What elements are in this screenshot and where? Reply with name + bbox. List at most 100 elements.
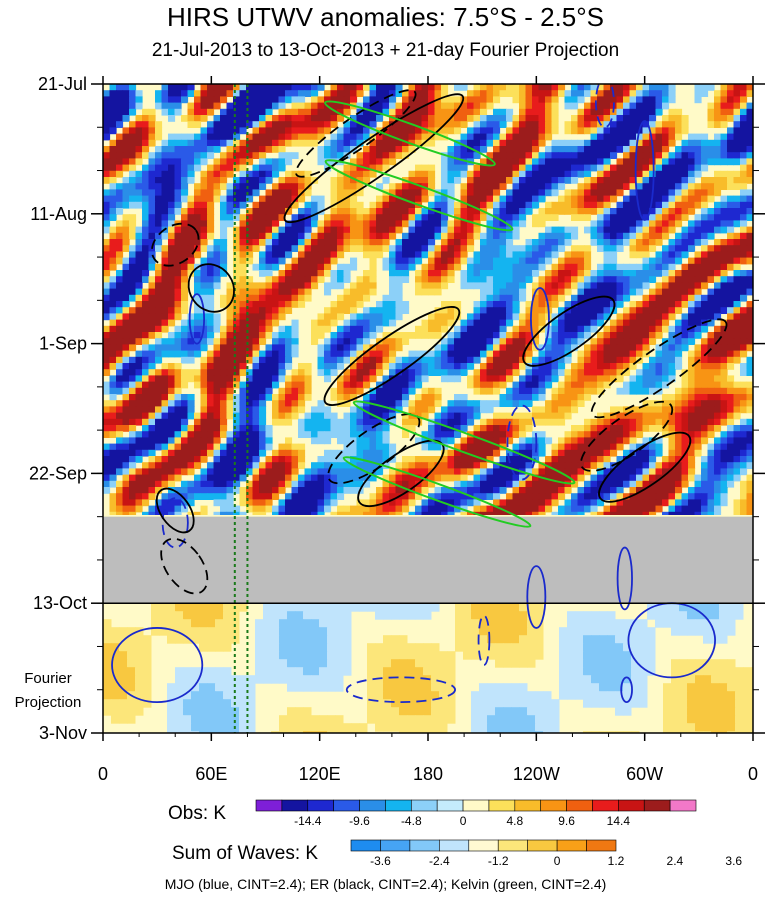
obs-cell bbox=[720, 102, 728, 110]
obs-cell bbox=[519, 220, 527, 228]
obs-cell bbox=[727, 332, 735, 339]
obs-cell bbox=[428, 319, 436, 327]
obs-cell bbox=[480, 270, 488, 277]
obs-cell bbox=[135, 394, 143, 401]
obs-cell bbox=[168, 90, 176, 97]
obs-cell bbox=[597, 189, 605, 197]
obs-cell bbox=[168, 189, 176, 197]
obs-cell bbox=[623, 127, 631, 135]
obs-cell bbox=[129, 139, 137, 147]
obs-cell bbox=[213, 127, 221, 135]
obs-cell bbox=[571, 245, 579, 252]
obs-cell bbox=[480, 183, 488, 190]
obs-cell bbox=[434, 133, 442, 141]
obs-cell bbox=[239, 263, 247, 271]
obs-cell bbox=[415, 437, 423, 445]
obs-cell bbox=[298, 443, 306, 451]
obs-cell bbox=[330, 239, 338, 246]
obs-cell bbox=[727, 127, 735, 135]
obs-cell bbox=[207, 294, 215, 302]
obs-cell bbox=[720, 307, 728, 314]
obs-cell bbox=[291, 394, 299, 401]
obs-cell bbox=[376, 201, 384, 209]
obs-cell bbox=[233, 127, 241, 135]
obs-cell bbox=[129, 449, 137, 457]
obs-cell bbox=[226, 394, 234, 401]
obs-cell bbox=[642, 121, 650, 128]
obs-cell bbox=[285, 307, 293, 314]
obs-cell bbox=[168, 102, 176, 110]
obs-cell bbox=[668, 127, 676, 135]
obs-cell bbox=[330, 208, 338, 215]
obs-cell bbox=[187, 226, 195, 234]
obs-cell bbox=[246, 294, 254, 302]
obs-cell bbox=[389, 381, 397, 389]
obs-cell bbox=[623, 270, 631, 277]
obs-cell bbox=[194, 344, 202, 352]
obs-cell bbox=[434, 245, 442, 252]
obs-cell bbox=[174, 90, 182, 97]
obs-cell bbox=[369, 356, 377, 364]
obs-cell bbox=[272, 183, 280, 190]
obs-cell bbox=[473, 356, 481, 364]
obs-cell bbox=[493, 127, 501, 135]
obs-cell bbox=[701, 338, 709, 345]
obs-cell bbox=[662, 133, 670, 141]
obs-cell bbox=[181, 294, 189, 302]
obs-cell bbox=[519, 183, 527, 190]
obs-cell bbox=[473, 381, 481, 389]
obs-cell bbox=[636, 201, 644, 209]
obs-cell bbox=[532, 102, 540, 110]
obs-cell bbox=[441, 350, 449, 358]
obs-cell bbox=[454, 170, 462, 178]
obs-cell bbox=[389, 288, 397, 296]
obs-cell bbox=[226, 350, 234, 358]
obs-cell bbox=[395, 381, 403, 389]
obs-cell bbox=[649, 301, 657, 308]
obs-cell bbox=[194, 276, 202, 283]
obs-cell bbox=[239, 332, 247, 339]
obs-cell bbox=[233, 102, 241, 110]
obs-cell bbox=[395, 201, 403, 209]
obs-cell bbox=[584, 257, 592, 265]
obs-cell bbox=[746, 102, 753, 110]
obs-cell bbox=[363, 102, 371, 110]
obs-cell bbox=[558, 313, 566, 321]
obs-cell bbox=[200, 146, 208, 153]
obs-cell bbox=[597, 443, 605, 451]
obs-cell bbox=[486, 177, 494, 184]
obs-cell bbox=[272, 251, 280, 259]
obs-cell bbox=[519, 177, 527, 184]
obs-cell bbox=[129, 220, 137, 228]
obs-cell bbox=[610, 325, 618, 333]
obs-cell bbox=[421, 400, 429, 407]
obs-cell bbox=[564, 164, 572, 172]
obs-cell bbox=[161, 412, 169, 420]
obs-cell bbox=[564, 270, 572, 277]
obs-cell bbox=[187, 121, 195, 128]
obs-cell bbox=[473, 282, 481, 290]
obs-cell bbox=[694, 251, 702, 259]
obs-cell bbox=[499, 319, 507, 327]
obs-cell bbox=[116, 115, 124, 122]
obs-cell bbox=[688, 158, 696, 166]
obs-cell bbox=[577, 115, 585, 122]
obs-cell bbox=[597, 282, 605, 290]
obs-cell bbox=[272, 115, 280, 122]
obs-cell bbox=[525, 245, 533, 252]
obs-cell bbox=[428, 313, 436, 321]
obs-cell bbox=[707, 245, 715, 252]
obs-cell bbox=[298, 115, 306, 122]
obs-cell bbox=[135, 443, 143, 451]
obs-cell bbox=[142, 251, 150, 259]
obs-cell bbox=[707, 146, 715, 153]
obs-cell bbox=[168, 332, 176, 339]
obs-cell bbox=[473, 437, 481, 445]
obs-cell bbox=[675, 115, 683, 122]
obs-cell bbox=[252, 239, 260, 246]
obs-cell bbox=[701, 369, 709, 376]
obs-cell bbox=[493, 363, 501, 370]
obs-cell bbox=[662, 152, 670, 159]
obs-cell bbox=[408, 369, 416, 376]
obs-cell bbox=[155, 201, 163, 209]
